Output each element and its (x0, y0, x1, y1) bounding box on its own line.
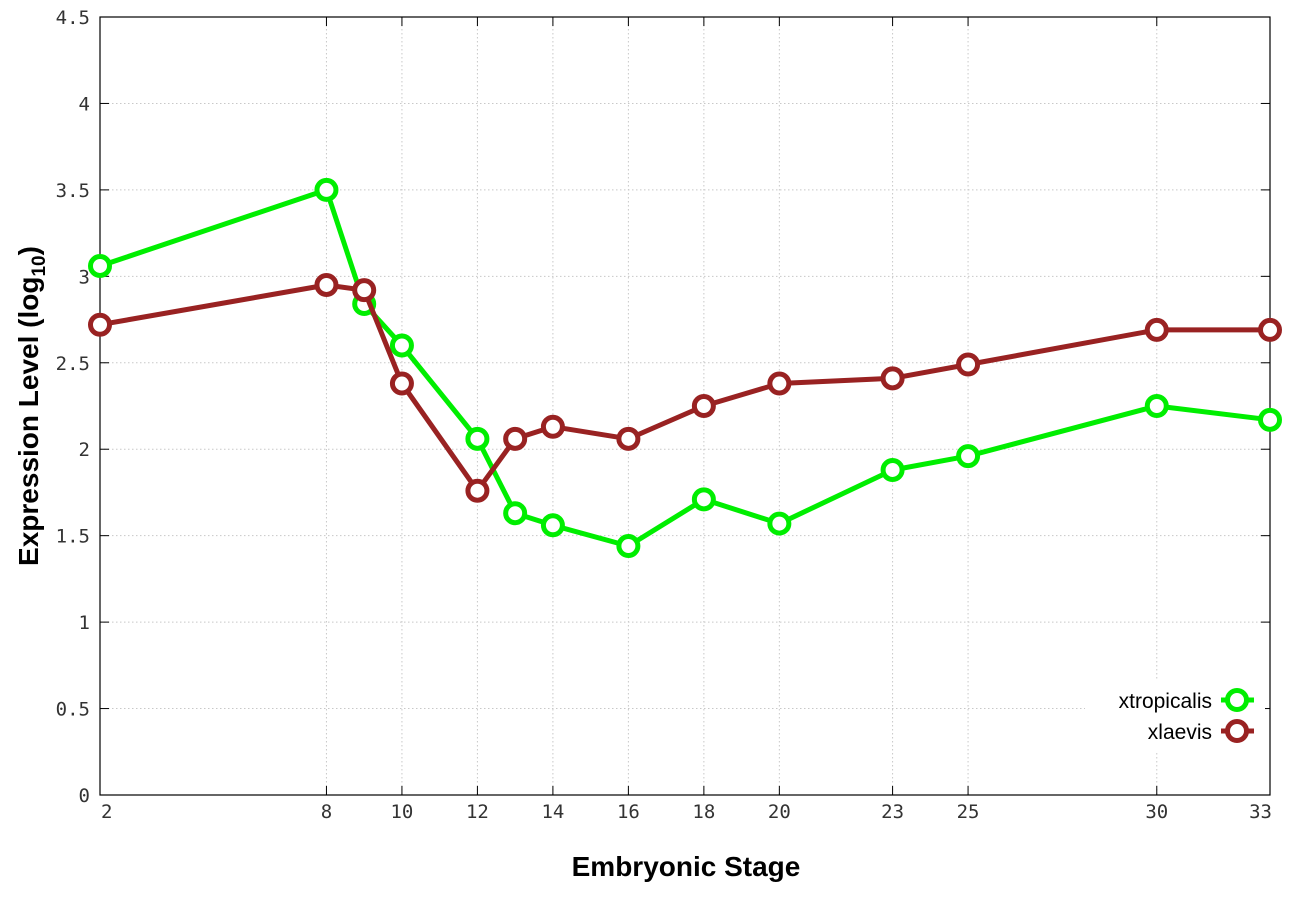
data-point-xtropicalis (540, 513, 565, 538)
data-point-xtropicalis (503, 501, 528, 526)
data-point-xtropicalis (1144, 394, 1169, 418)
data-point-xlaevis (880, 366, 905, 391)
legend-marker-xlaevis (1225, 719, 1249, 743)
data-point-xtropicalis (314, 177, 339, 202)
x-tick-label: 20 (768, 801, 791, 823)
data-point-xtropicalis (691, 487, 716, 512)
x-axis-title: Embryonic Stage (572, 851, 801, 882)
data-point-xlaevis (389, 371, 414, 396)
data-point-xtropicalis (880, 457, 905, 482)
data-point-xtropicalis (616, 534, 641, 559)
x-tick-label: 33 (1249, 801, 1272, 823)
y-axis-title-subscript: 10 (29, 255, 50, 276)
x-tick-label: 14 (541, 801, 564, 823)
series-layer (88, 177, 1282, 559)
data-point-xlaevis (540, 414, 565, 439)
y-tick-label: 1.5 (56, 526, 90, 548)
data-point-xlaevis (616, 426, 641, 451)
x-tick-label: 16 (617, 801, 640, 823)
data-point-xlaevis (352, 278, 377, 303)
y-tick-label: 0.5 (56, 699, 90, 721)
data-point-xlaevis (465, 478, 490, 503)
y-axis-title: Expression Level (log10) (13, 246, 50, 566)
x-tick-label: 2 (101, 801, 112, 823)
legend-marker-xtropicalis (1225, 688, 1249, 712)
series-line-xlaevis (99, 282, 1270, 494)
x-tick-label: 8 (321, 801, 332, 823)
data-point-xlaevis (956, 352, 981, 377)
y-tick-label: 2.5 (56, 353, 90, 375)
series-xtropicalis (88, 177, 1282, 559)
data-point-xlaevis (691, 394, 716, 418)
data-point-xlaevis (1144, 317, 1169, 342)
y-tick-label: 3.5 (56, 180, 90, 202)
x-tick-label: 12 (466, 801, 489, 823)
x-tick-label: 25 (957, 801, 980, 823)
data-point-xtropicalis (1258, 407, 1282, 432)
x-tick-label: 23 (881, 801, 904, 823)
plot-frame (99, 16, 1271, 796)
x-tick-label: 18 (692, 801, 715, 823)
data-point-xtropicalis (956, 444, 981, 469)
y-tick-label: 4.5 (56, 7, 90, 29)
x-tick-label: 30 (1145, 801, 1168, 823)
data-point-xlaevis (1258, 317, 1282, 342)
x-axis: 2 8 10 12 14 16 18 20 23 25 30 33 (99, 17, 1272, 823)
legend: xtropicalis xlaevis (1085, 680, 1265, 752)
y-axis: 0 0.5 1 1.5 2 2.5 3 3.5 4 4.5 (56, 7, 1270, 807)
y-tick-label: 3 (79, 266, 90, 288)
data-point-xtropicalis (389, 333, 414, 358)
legend-label-xtropicalis: xtropicalis (1119, 690, 1212, 713)
series-xlaevis (88, 272, 1282, 503)
data-point-xtropicalis (767, 511, 792, 536)
data-point-xlaevis (767, 371, 792, 396)
y-tick-label: 0 (79, 785, 90, 807)
data-point-xlaevis (314, 272, 339, 297)
y-tick-label: 2 (79, 439, 90, 461)
x-tick-label: 10 (390, 801, 413, 823)
series-line-xtropicalis (99, 187, 1271, 549)
data-point-xlaevis (88, 312, 112, 337)
y-tick-label: 4 (79, 93, 90, 115)
y-axis-title-end: ) (13, 246, 44, 255)
y-tick-label: 1 (79, 612, 90, 634)
data-point-xlaevis (503, 426, 528, 451)
grid (100, 17, 1270, 795)
data-point-xtropicalis (88, 253, 112, 278)
legend-entry-xlaevis: xlaevis (1148, 719, 1254, 744)
legend-entry-xtropicalis: xtropicalis (1119, 688, 1254, 713)
y-axis-title-main: Expression Level (log (13, 277, 44, 566)
data-point-xtropicalis (465, 426, 490, 451)
legend-label-xlaevis: xlaevis (1148, 721, 1212, 744)
